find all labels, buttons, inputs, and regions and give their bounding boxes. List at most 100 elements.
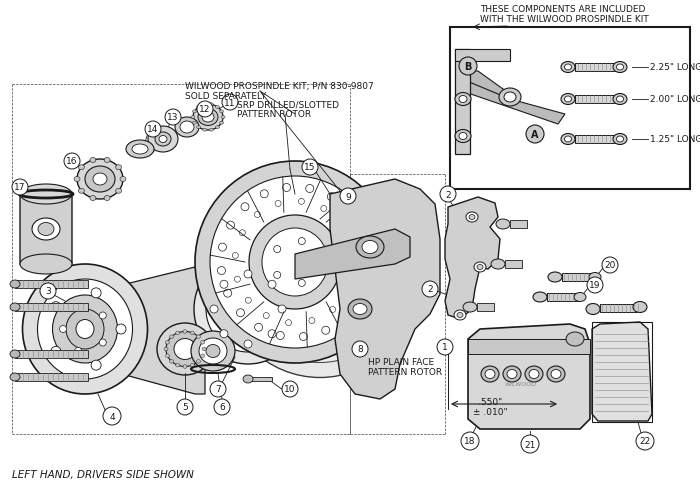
Ellipse shape bbox=[75, 304, 82, 311]
Ellipse shape bbox=[274, 246, 281, 253]
Ellipse shape bbox=[159, 136, 167, 143]
Ellipse shape bbox=[525, 366, 543, 382]
Ellipse shape bbox=[244, 270, 252, 279]
Ellipse shape bbox=[203, 103, 206, 106]
Circle shape bbox=[437, 339, 453, 355]
Ellipse shape bbox=[85, 167, 115, 193]
Ellipse shape bbox=[275, 234, 365, 325]
Text: 17: 17 bbox=[14, 183, 26, 192]
Ellipse shape bbox=[10, 304, 20, 311]
Ellipse shape bbox=[191, 331, 235, 371]
Circle shape bbox=[145, 122, 161, 138]
Ellipse shape bbox=[198, 109, 218, 126]
Ellipse shape bbox=[194, 254, 302, 364]
Circle shape bbox=[526, 126, 544, 143]
Ellipse shape bbox=[220, 122, 223, 125]
Ellipse shape bbox=[300, 333, 307, 341]
Ellipse shape bbox=[286, 320, 292, 326]
Ellipse shape bbox=[202, 347, 206, 351]
Polygon shape bbox=[15, 350, 88, 358]
Ellipse shape bbox=[232, 253, 238, 259]
Ellipse shape bbox=[169, 360, 174, 364]
Text: 13: 13 bbox=[167, 113, 178, 122]
Ellipse shape bbox=[209, 103, 214, 106]
Text: 5: 5 bbox=[182, 403, 188, 412]
Ellipse shape bbox=[365, 250, 372, 258]
Ellipse shape bbox=[157, 324, 213, 375]
Polygon shape bbox=[455, 50, 510, 62]
Polygon shape bbox=[15, 281, 88, 288]
Ellipse shape bbox=[613, 134, 627, 145]
Ellipse shape bbox=[504, 93, 516, 103]
Circle shape bbox=[103, 407, 121, 425]
Ellipse shape bbox=[633, 302, 647, 313]
Ellipse shape bbox=[223, 181, 417, 378]
Ellipse shape bbox=[481, 366, 499, 382]
Ellipse shape bbox=[547, 366, 565, 382]
Text: 2.00" LONG: 2.00" LONG bbox=[650, 95, 700, 104]
Ellipse shape bbox=[274, 272, 281, 279]
Ellipse shape bbox=[166, 332, 204, 367]
Ellipse shape bbox=[278, 305, 286, 313]
Circle shape bbox=[422, 282, 438, 297]
Ellipse shape bbox=[283, 184, 290, 192]
Ellipse shape bbox=[90, 196, 96, 201]
Circle shape bbox=[210, 381, 226, 397]
Ellipse shape bbox=[126, 141, 154, 159]
Ellipse shape bbox=[75, 347, 82, 355]
Text: 15: 15 bbox=[304, 163, 316, 172]
Ellipse shape bbox=[589, 273, 601, 282]
Ellipse shape bbox=[77, 160, 123, 200]
Ellipse shape bbox=[275, 201, 281, 207]
Ellipse shape bbox=[474, 263, 486, 272]
Text: 2.25" LONG: 2.25" LONG bbox=[650, 63, 700, 72]
Polygon shape bbox=[460, 72, 510, 103]
Circle shape bbox=[177, 399, 193, 415]
Bar bbox=[450, 28, 690, 190]
Polygon shape bbox=[455, 50, 470, 155]
Ellipse shape bbox=[306, 185, 314, 193]
Ellipse shape bbox=[298, 199, 304, 205]
Text: WILWOOD PROSPINDLE KIT, P/N 830-9807
SOLD SEPARATELY: WILWOOD PROSPINDLE KIT, P/N 830-9807 SOL… bbox=[185, 82, 374, 101]
Ellipse shape bbox=[341, 314, 349, 322]
Ellipse shape bbox=[322, 326, 330, 335]
Ellipse shape bbox=[237, 309, 244, 317]
Ellipse shape bbox=[190, 364, 195, 367]
Polygon shape bbox=[295, 229, 410, 280]
Text: 14: 14 bbox=[147, 125, 159, 134]
Text: WILWOOD: WILWOOD bbox=[504, 382, 536, 386]
Ellipse shape bbox=[76, 320, 94, 339]
Text: 1.25" LONG: 1.25" LONG bbox=[650, 135, 700, 144]
Ellipse shape bbox=[237, 196, 402, 363]
Ellipse shape bbox=[216, 106, 219, 109]
Text: THESE COMPONENTS ARE INCLUDED
WITH THE WILWOOD PROSPINDLE KIT: THESE COMPONENTS ARE INCLUDED WITH THE W… bbox=[480, 5, 649, 24]
Circle shape bbox=[214, 399, 230, 415]
Ellipse shape bbox=[99, 312, 106, 319]
Polygon shape bbox=[468, 339, 590, 354]
Ellipse shape bbox=[116, 325, 126, 334]
Ellipse shape bbox=[485, 370, 495, 379]
Ellipse shape bbox=[227, 222, 235, 230]
Polygon shape bbox=[575, 136, 618, 143]
Text: 22: 22 bbox=[639, 437, 650, 446]
Ellipse shape bbox=[344, 289, 351, 295]
Ellipse shape bbox=[298, 238, 305, 245]
Ellipse shape bbox=[613, 62, 627, 73]
Ellipse shape bbox=[175, 118, 199, 138]
Polygon shape bbox=[510, 221, 527, 228]
Polygon shape bbox=[575, 96, 618, 104]
Ellipse shape bbox=[202, 113, 214, 123]
Ellipse shape bbox=[276, 332, 284, 340]
Ellipse shape bbox=[321, 206, 327, 212]
Ellipse shape bbox=[496, 220, 510, 229]
Circle shape bbox=[197, 102, 213, 118]
Ellipse shape bbox=[52, 295, 118, 363]
Ellipse shape bbox=[220, 111, 223, 114]
Ellipse shape bbox=[201, 341, 204, 345]
Ellipse shape bbox=[10, 281, 20, 288]
Text: 7: 7 bbox=[215, 385, 221, 394]
Text: 6: 6 bbox=[219, 403, 225, 412]
Ellipse shape bbox=[457, 313, 463, 318]
Ellipse shape bbox=[197, 106, 201, 109]
Polygon shape bbox=[462, 80, 565, 125]
